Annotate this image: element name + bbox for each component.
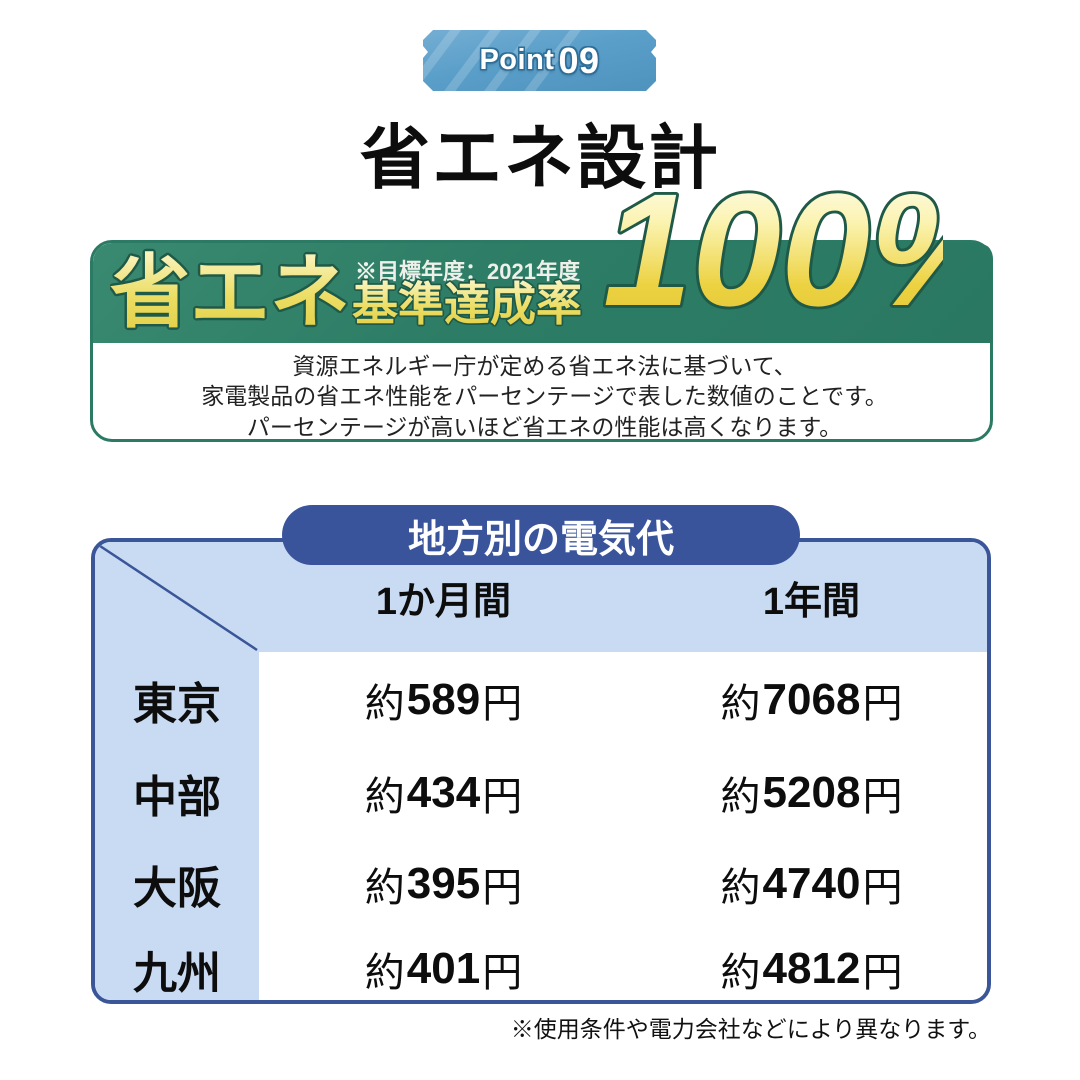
- svg-text:基準達成率: 基準達成率: [352, 278, 582, 330]
- svg-text:100%: 100%: [603, 160, 943, 335]
- svg-text:省エネ: 省エネ: [110, 248, 350, 337]
